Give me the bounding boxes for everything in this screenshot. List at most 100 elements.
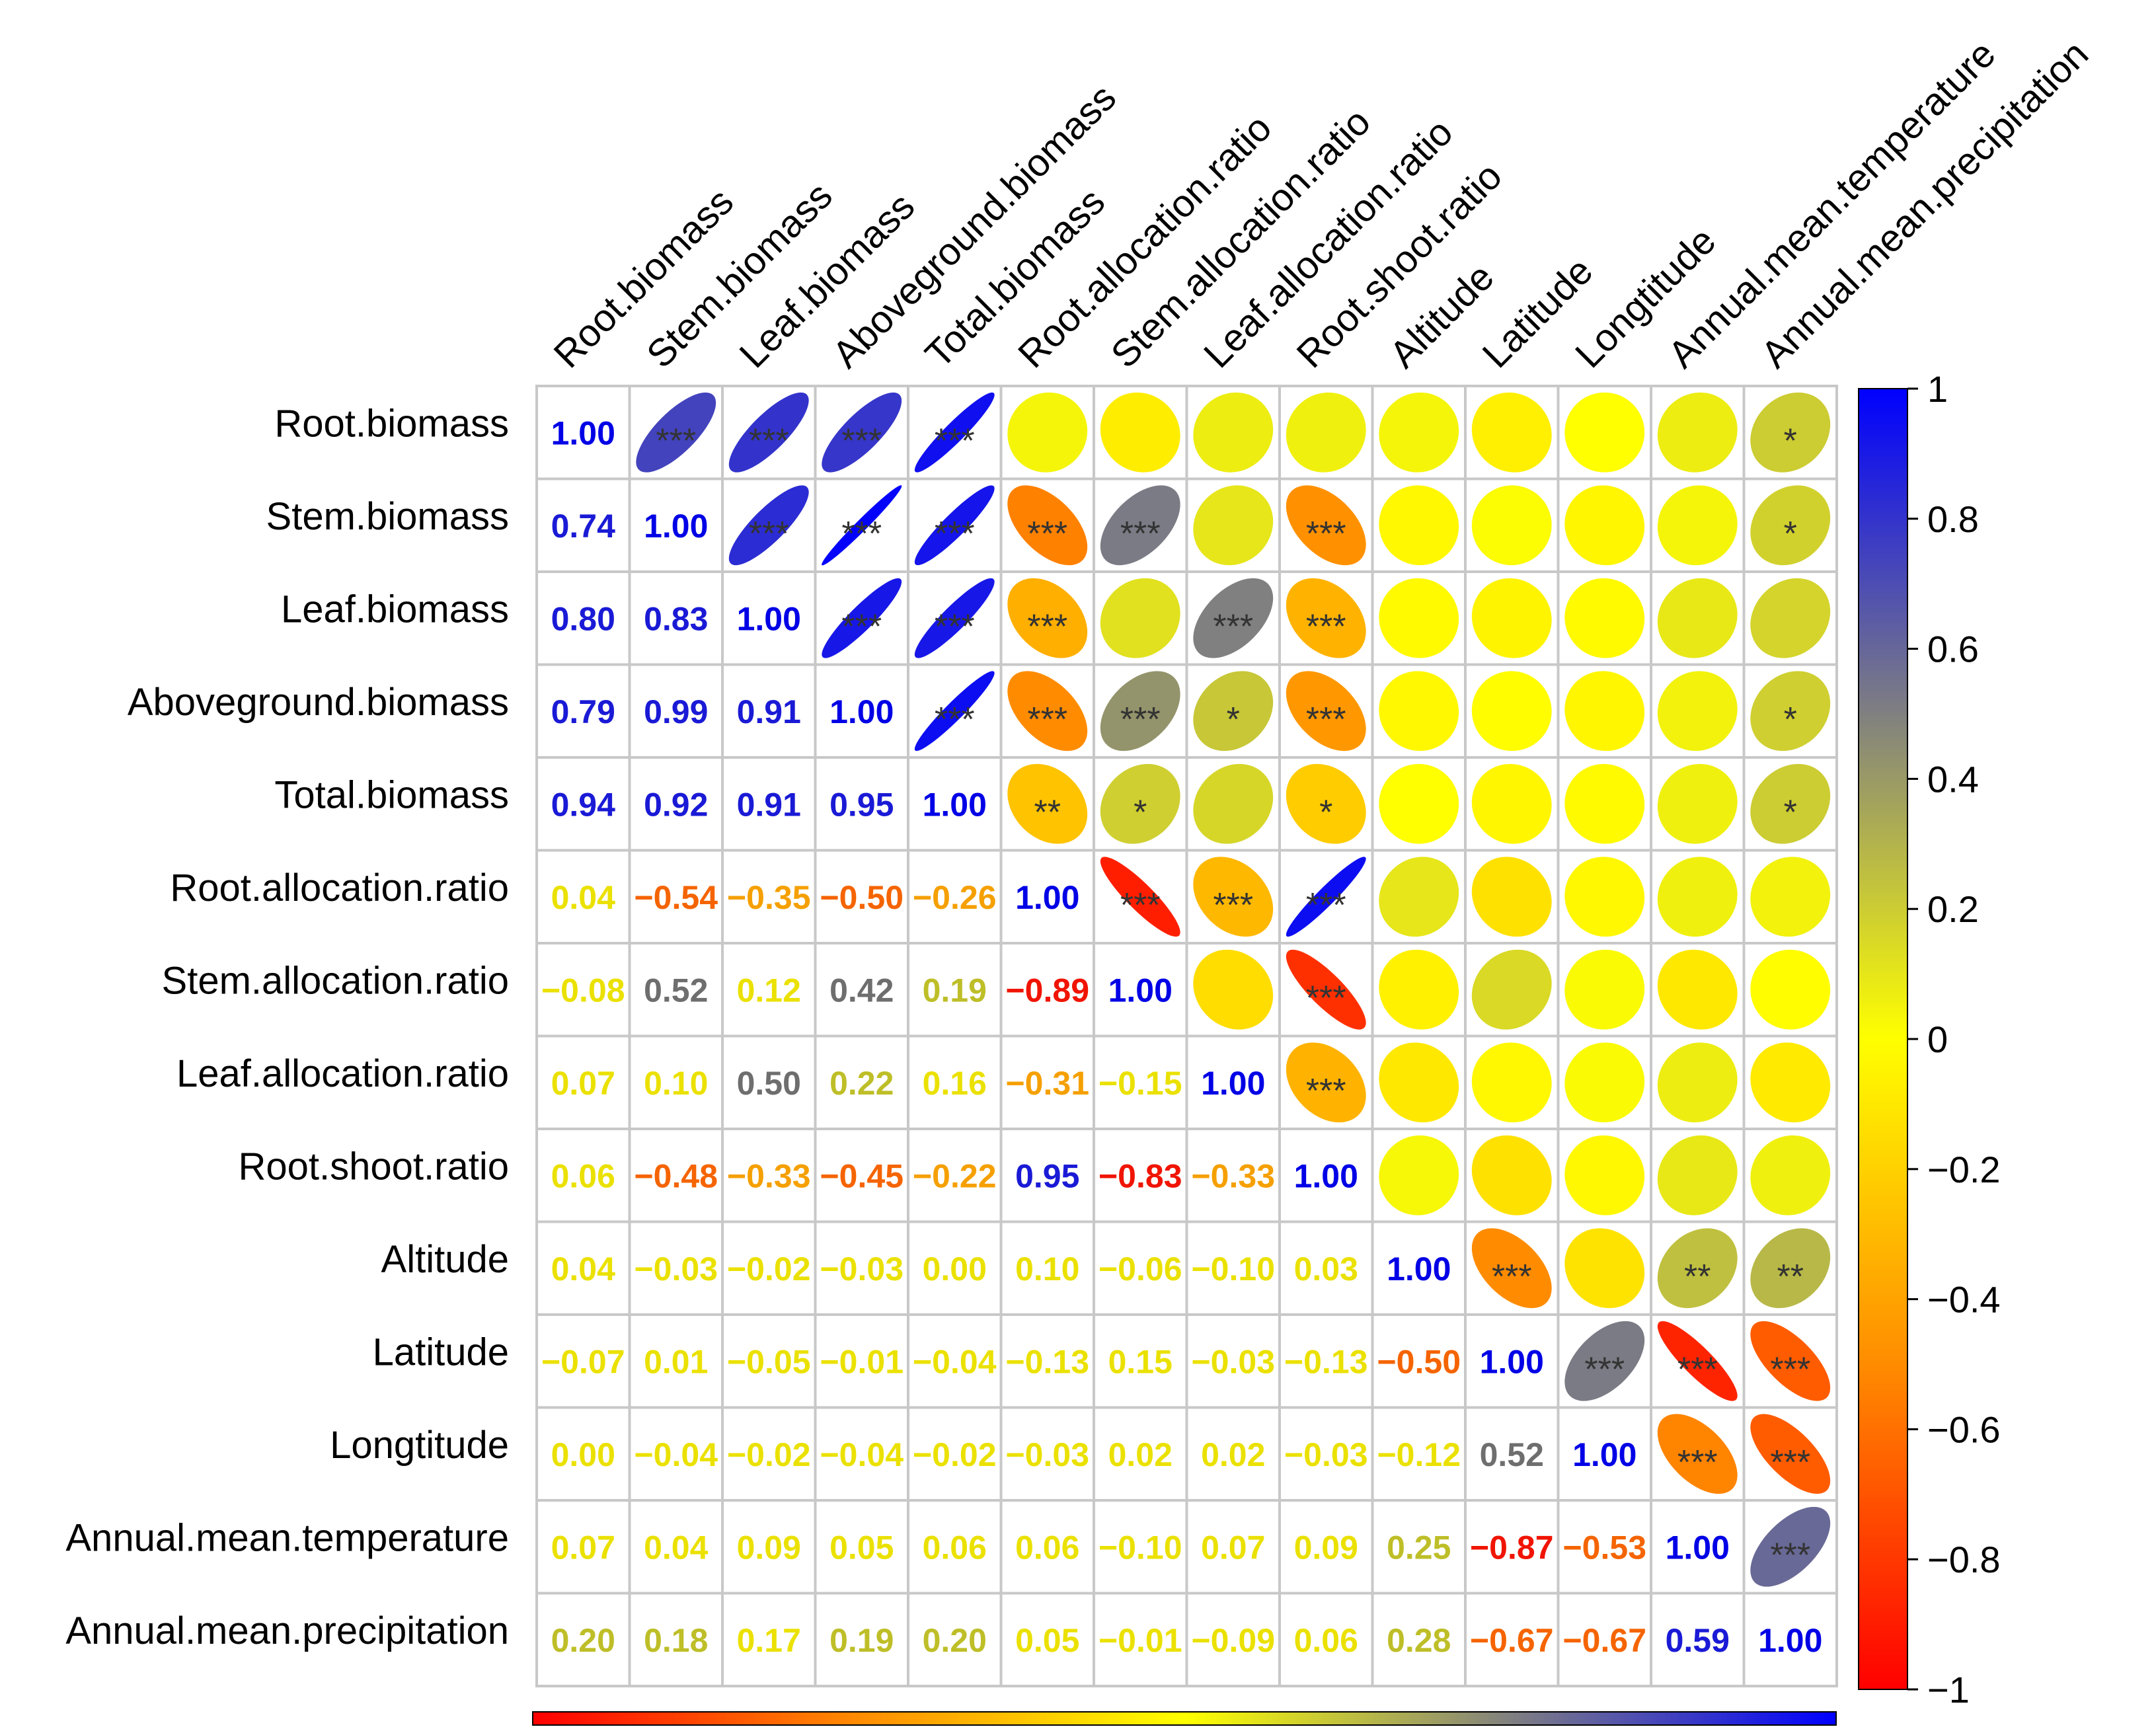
correlation-ellipse — [1471, 949, 1552, 1030]
significance-stars: ** — [1684, 1258, 1711, 1296]
correlation-ellipse — [1100, 392, 1180, 473]
correlation-ellipse — [1100, 857, 1180, 937]
row-label: Root.shoot.ratio — [239, 1145, 509, 1188]
bottom-gradient-bar — [532, 1711, 1837, 1726]
coefficient-label: 0.10 — [1015, 1251, 1079, 1288]
significance-stars: *** — [1120, 515, 1161, 553]
correlation-ellipse — [1750, 949, 1831, 1030]
coefficient-label: 0.04 — [644, 1529, 709, 1566]
significance-stars: * — [1227, 701, 1240, 739]
significance-stars: *** — [1770, 1444, 1810, 1482]
coefficient-label: −0.31 — [1005, 1065, 1089, 1102]
coefficient-label: 1.00 — [551, 414, 615, 451]
coefficient-label: 1.00 — [923, 786, 987, 823]
coefficient-label: −0.05 — [727, 1343, 811, 1380]
coefficient-label: 0.07 — [551, 1529, 615, 1566]
correlation-ellipse — [1379, 671, 1459, 751]
significance-stars: *** — [1027, 607, 1067, 646]
coefficient-label: 1.00 — [1387, 1251, 1451, 1288]
coefficient-label: −0.03 — [820, 1251, 904, 1288]
row-labels: Root.biomass Stem.biomass Leaf.biomass Abov… — [65, 402, 509, 1652]
correlation-ellipse — [914, 671, 995, 751]
correlation-ellipse — [822, 578, 902, 658]
correlation-ellipse — [1193, 949, 1274, 1030]
significance-stars: *** — [1213, 607, 1253, 646]
coefficient-label: 0.95 — [829, 786, 894, 823]
significance-stars: *** — [1770, 1350, 1810, 1389]
coefficient-label: 0.09 — [1294, 1529, 1358, 1566]
coefficient-label: −0.02 — [727, 1436, 811, 1473]
correlation-ellipse — [1657, 1228, 1738, 1309]
row-label: Leaf.biomass — [281, 588, 509, 631]
correlation-ellipse — [1657, 1414, 1738, 1494]
correlation-ellipse — [1471, 671, 1552, 751]
correlation-ellipse — [1286, 763, 1366, 844]
coefficient-label: 1.00 — [1758, 1622, 1822, 1659]
coefficient-label: 0.07 — [1201, 1529, 1265, 1566]
coefficient-label: −0.04 — [634, 1436, 718, 1473]
colorbar-tick-label: 0.2 — [1927, 888, 1979, 930]
coefficient-label: 0.94 — [551, 786, 616, 823]
coefficient-label: 0.15 — [1108, 1343, 1173, 1380]
correlation-ellipse — [1286, 578, 1366, 658]
coefficient-label: 0.09 — [737, 1529, 801, 1566]
significance-stars: *** — [1677, 1444, 1718, 1482]
coefficient-label: 0.20 — [923, 1622, 987, 1659]
coefficient-label: 0.19 — [923, 972, 987, 1009]
coefficient-label: −0.04 — [820, 1436, 904, 1473]
coefficient-label: 0.03 — [1294, 1251, 1358, 1288]
coefficient-label: 0.16 — [923, 1065, 987, 1102]
colorbar-tick-label: 0.8 — [1927, 498, 1979, 540]
significance-stars: *** — [1584, 1350, 1625, 1389]
correlation-ellipse — [1564, 392, 1645, 473]
coefficient-label: −0.26 — [913, 879, 997, 916]
correlation-ellipse — [1564, 949, 1645, 1030]
coefficient-label: 0.99 — [644, 693, 708, 730]
coefficient-label: 1.00 — [1015, 879, 1079, 916]
correlation-ellipse — [1007, 671, 1088, 751]
significance-stars: *** — [1027, 701, 1067, 739]
significance-stars: * — [1784, 793, 1797, 831]
correlation-ellipse — [822, 485, 902, 566]
correlation-ellipse — [1379, 485, 1459, 566]
correlation-ellipse — [1379, 1135, 1459, 1215]
coefficient-label: 0.59 — [1666, 1622, 1730, 1659]
coefficient-label: −0.54 — [634, 879, 718, 916]
correlation-ellipse — [1193, 763, 1274, 844]
coefficient-label: −0.89 — [1005, 972, 1089, 1009]
coefficient-label: 0.17 — [737, 1622, 801, 1659]
correlation-ellipse — [1750, 1506, 1831, 1587]
correlation-ellipse — [728, 485, 809, 566]
correlation-ellipse — [1286, 392, 1366, 473]
correlation-ellipse — [1657, 1321, 1738, 1401]
correlation-ellipse — [1007, 392, 1088, 473]
coefficient-label: −0.53 — [1562, 1529, 1646, 1566]
coefficient-label: −0.67 — [1470, 1622, 1554, 1659]
coefficient-label: −0.10 — [1098, 1529, 1182, 1566]
correlation-ellipse — [1564, 857, 1645, 937]
correlation-ellipse — [1657, 392, 1738, 473]
row-label: Root.allocation.ratio — [170, 866, 509, 909]
correlation-ellipse — [1657, 671, 1738, 751]
correlation-ellipse — [1193, 485, 1274, 566]
correlation-ellipse — [914, 485, 995, 566]
coefficient-label: 0.00 — [551, 1436, 615, 1473]
coefficient-label: 0.52 — [1480, 1436, 1544, 1473]
row-label: Total.biomass — [274, 773, 509, 816]
coefficient-label: −0.87 — [1470, 1529, 1554, 1566]
coefficient-label: 0.50 — [737, 1065, 801, 1102]
significance-stars: *** — [841, 607, 882, 646]
significance-stars: * — [1319, 793, 1332, 831]
coefficient-label: −0.83 — [1098, 1157, 1182, 1194]
significance-stars: *** — [1306, 979, 1346, 1017]
colorbar-tick-label: −0.8 — [1927, 1539, 2001, 1580]
correlation-ellipse — [1379, 1042, 1459, 1123]
coefficient-label: −0.09 — [1191, 1622, 1275, 1659]
significance-stars: *** — [749, 515, 789, 553]
correlation-ellipse — [1100, 671, 1180, 751]
correlation-ellipse — [1286, 671, 1366, 751]
coefficient-label: 1.00 — [829, 693, 894, 730]
correlation-ellipse — [1379, 857, 1459, 937]
significance-stars: * — [1134, 793, 1147, 831]
colorbar-tick-label: −0.4 — [1927, 1279, 2001, 1321]
